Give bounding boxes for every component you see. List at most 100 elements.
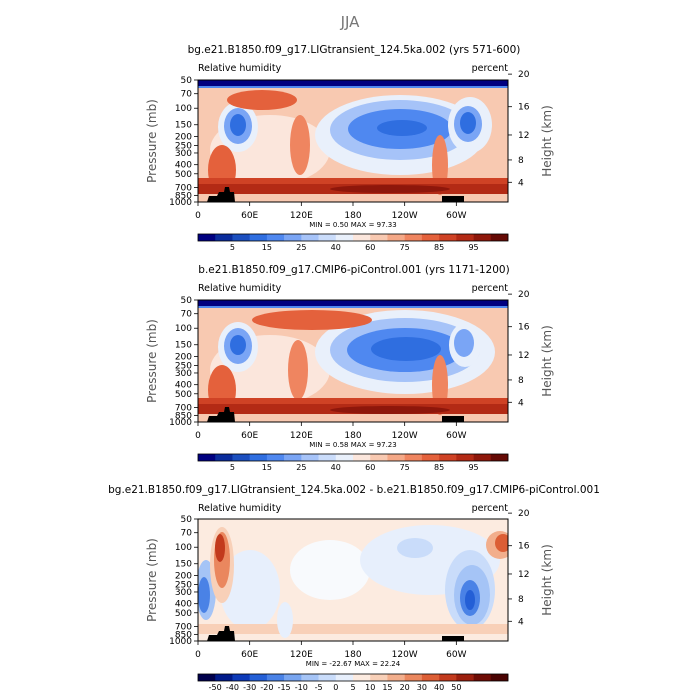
panel-1-field: [198, 80, 508, 202]
colorbar-label: -20: [260, 683, 273, 692]
colorbar-label: 5: [350, 683, 355, 692]
pressure-tick-label: 400: [175, 161, 192, 171]
colorbar-swatch: [284, 234, 302, 241]
height-tick-label: 8: [518, 376, 524, 386]
colorbar-label: 95: [468, 463, 478, 472]
colorbar-swatch: [439, 234, 457, 241]
colorbar-label: -15: [278, 683, 291, 692]
longitude-tick-label: 60E: [241, 211, 258, 221]
panel-2: b.e21.B1850.f09_g17.CMIP6-piControl.001 …: [145, 264, 554, 472]
panel-2-ylabel: Pressure (mb): [145, 319, 159, 403]
colorbar-swatch: [198, 454, 216, 461]
panel-2-terrain: [207, 407, 235, 422]
colorbar-swatch: [456, 234, 474, 241]
panel-1-field-blob: [330, 185, 450, 193]
colorbar-swatch: [421, 674, 440, 681]
pressure-tick-label: 700: [175, 183, 192, 193]
colorbar-swatch: [421, 454, 440, 461]
colorbar-swatch: [353, 234, 371, 241]
colorbar-swatch: [490, 454, 509, 461]
panel-1-ylabel-right: Height (km): [540, 105, 554, 176]
colorbar-swatch: [215, 454, 233, 461]
pressure-tick-label: 700: [175, 622, 192, 632]
pressure-tick-label: 400: [175, 381, 192, 391]
panel-3-ylabel: Pressure (mb): [145, 538, 159, 622]
panel-3-field-blob: [397, 538, 433, 558]
panel-3-field-blob: [277, 602, 293, 638]
longitude-tick-label: 120E: [290, 650, 313, 660]
longitude-tick-label: 60W: [446, 211, 466, 221]
panel-1-field-blob: [377, 120, 427, 136]
pressure-tick-label: 150: [175, 560, 192, 570]
colorbar-swatch: [232, 454, 250, 461]
panel-2-variable-label: Relative humidity: [198, 283, 282, 294]
panel-1-colorbar: 5 15 25 40 60 75 85 95: [197, 233, 509, 252]
colorbar-label: 15: [382, 683, 392, 692]
colorbar-swatch: [456, 674, 474, 681]
pressure-tick-label: 200: [175, 352, 192, 362]
panel-3-ylabel-right: Height (km): [540, 544, 554, 615]
colorbar-swatch: [232, 234, 250, 241]
colorbar-swatch: [249, 454, 268, 461]
colorbar-swatch: [215, 234, 233, 241]
longitude-tick-label: 120E: [290, 211, 313, 221]
panel-2-field: [198, 300, 508, 422]
colorbar-swatch: [404, 674, 423, 681]
height-tick-label: 4: [518, 398, 524, 408]
pressure-tick-label: 700: [175, 403, 192, 413]
colorbar-swatch: [490, 674, 509, 681]
pressure-tick-label: 100: [175, 324, 192, 334]
panel-3-stats: MIN = -22.67 MAX = 22.24: [306, 660, 401, 668]
pressure-tick-label: 200: [175, 132, 192, 142]
longitude-tick-label: 0: [195, 211, 201, 221]
pressure-tick-label: 500: [175, 170, 192, 180]
height-tick-label: 20: [518, 70, 530, 80]
panel-2-colorbar: 5 15 25 40 60 75 85 95: [197, 453, 509, 472]
colorbar-frame: [197, 233, 509, 242]
panel-1-ylabel: Pressure (mb): [145, 99, 159, 183]
pressure-tick-label: 250: [175, 142, 192, 152]
colorbar-label: 75: [400, 463, 410, 472]
colorbar-label: 75: [400, 243, 410, 252]
colorbar-label: 30: [417, 683, 427, 692]
colorbar-swatch: [387, 454, 405, 461]
height-tick-label: 4: [518, 178, 524, 188]
panel-3-field-band: [198, 624, 508, 634]
pressure-tick-label: 150: [175, 121, 192, 131]
colorbar-label: 85: [434, 463, 444, 472]
panel-2-field-blob: [288, 340, 308, 400]
panel-2-field-blob: [252, 310, 372, 330]
panel-3-variable-label: Relative humidity: [198, 503, 282, 514]
panel-1-terrain: [442, 196, 464, 202]
colorbar-swatch: [490, 234, 509, 241]
colorbar-swatch: [249, 234, 268, 241]
longitude-tick-label: 120W: [392, 431, 418, 441]
colorbar-swatch: [473, 674, 492, 681]
pressure-tick-label: 850: [175, 191, 192, 201]
colorbar-label: 40: [434, 683, 444, 692]
panel-2-terrain: [442, 416, 464, 422]
colorbar-label: -40: [226, 683, 239, 692]
colorbar-swatch: [318, 674, 337, 681]
panel-2-field-top-band: [198, 300, 508, 307]
panel-2-field-blob: [230, 335, 246, 355]
panel-3-field-blob: [290, 540, 370, 600]
colorbar-label: -50: [209, 683, 222, 692]
longitude-tick-label: 120W: [392, 211, 418, 221]
colorbar-swatch: [266, 454, 285, 461]
colorbar-label: 5: [230, 463, 235, 472]
colorbar-label: 15: [262, 243, 272, 252]
colorbar-label: 85: [434, 243, 444, 252]
colorbar-swatch: [404, 234, 423, 241]
panel-2-stats: MIN = 0.58 MAX = 97.23: [309, 441, 396, 449]
panel-2-ylabel-right: Height (km): [540, 325, 554, 396]
colorbar-swatch: [335, 674, 354, 681]
colorbar-swatch: [198, 234, 216, 241]
pressure-tick-label: 70: [181, 529, 193, 539]
height-tick-label: 16: [518, 323, 530, 333]
colorbar-swatch: [473, 454, 492, 461]
panel-1-field-blob: [230, 114, 246, 136]
colorbar-swatch: [198, 674, 216, 681]
panel-2-field-blob: [371, 337, 441, 361]
